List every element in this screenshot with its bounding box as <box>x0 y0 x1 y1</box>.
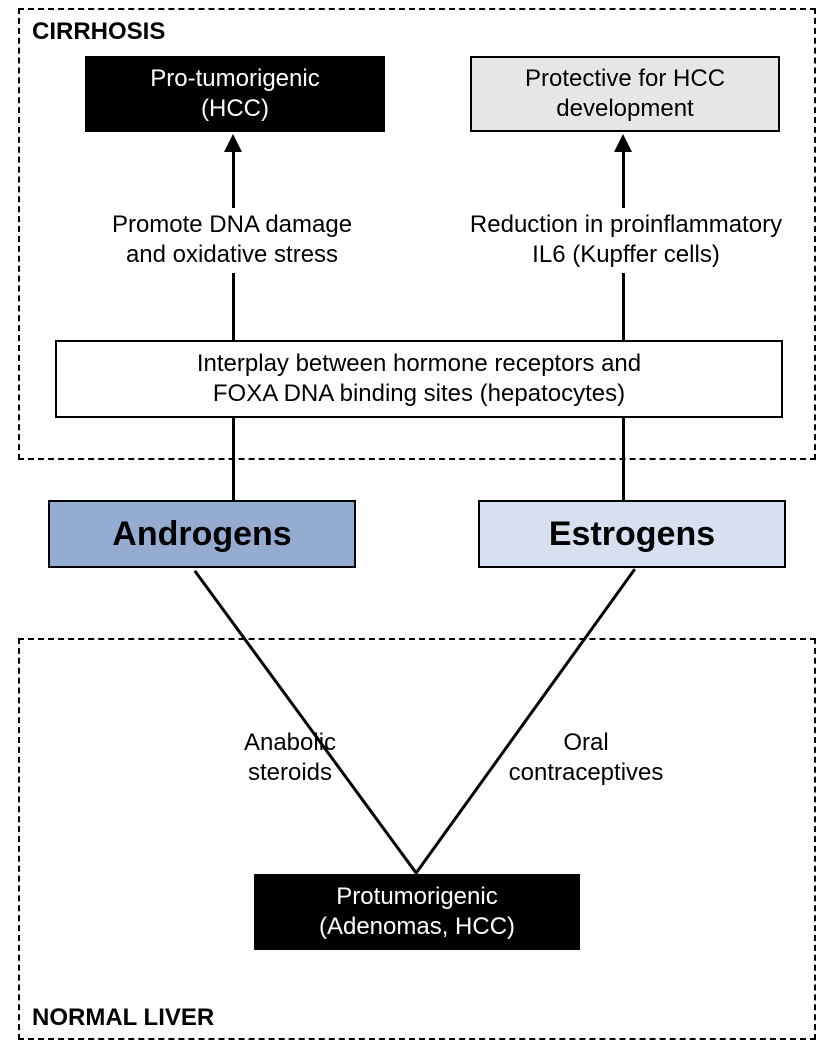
edge-label-line: IL6 (Kupffer cells) <box>456 240 796 270</box>
arrow-head-icon <box>224 134 242 152</box>
node-text-line: Androgens <box>112 513 291 556</box>
node-text-line: FOXA DNA binding sites (hepatocytes) <box>213 379 625 409</box>
node-estrogens: Estrogens <box>478 500 786 568</box>
node-text-line: Interplay between hormone receptors and <box>197 349 641 379</box>
node-text-line: Protumorigenic <box>336 882 497 912</box>
arrow-segment <box>622 152 625 208</box>
node-text-line: development <box>556 94 693 124</box>
edge-label-line: and oxidative stress <box>72 240 392 270</box>
node-protumorigenic-adenomas: Protumorigenic(Adenomas, HCC) <box>254 874 580 950</box>
arrow-segment <box>232 273 235 340</box>
edge-label-line: Promote DNA damage <box>72 210 392 240</box>
node-text-line: Estrogens <box>549 513 715 556</box>
node-androgens: Androgens <box>48 500 356 568</box>
node-text-line: (HCC) <box>201 94 269 124</box>
node-pro-tumorigenic: Pro-tumorigenic(HCC) <box>85 56 385 132</box>
arrow-segment <box>622 418 625 500</box>
edge-label-line: contraceptives <box>486 758 686 788</box>
label-promote-dna: Promote DNA damageand oxidative stress <box>72 210 392 270</box>
normal-liver-label: NORMAL LIVER <box>32 1004 214 1032</box>
node-protective: Protective for HCCdevelopment <box>470 56 780 132</box>
label-oral-contraceptives: Oralcontraceptives <box>486 728 686 788</box>
arrow-segment <box>232 418 235 500</box>
arrow-segment <box>622 273 625 340</box>
edge-label-line: steroids <box>210 758 370 788</box>
node-text-line: Protective for HCC <box>525 64 725 94</box>
arrow-head-icon <box>614 134 632 152</box>
node-text-line: Pro-tumorigenic <box>150 64 319 94</box>
node-text-line: (Adenomas, HCC) <box>319 912 515 942</box>
edge-label-line: Reduction in proinflammatory <box>456 210 796 240</box>
cirrhosis-label: CIRRHOSIS <box>32 18 165 46</box>
arrow-segment <box>232 152 235 208</box>
label-reduction-il6: Reduction in proinflammatoryIL6 (Kupffer… <box>456 210 796 270</box>
normal-liver-region <box>18 638 816 1040</box>
node-interplay: Interplay between hormone receptors andF… <box>55 340 783 418</box>
edge-label-line: Anabolic <box>210 728 370 758</box>
